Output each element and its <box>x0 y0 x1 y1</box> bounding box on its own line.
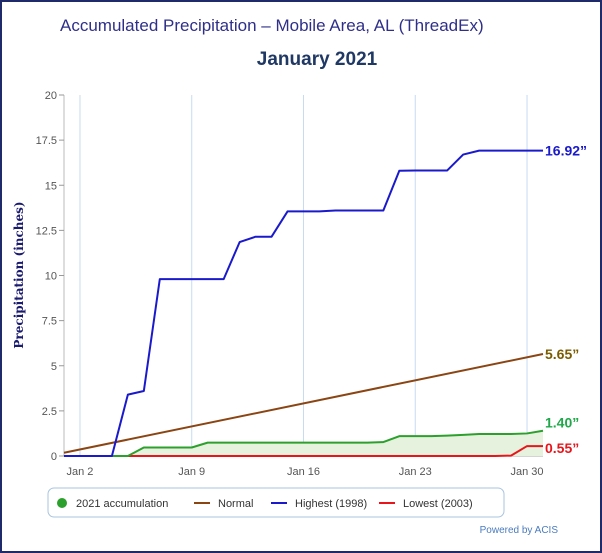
y-axis-ticks: 0 2.5 5 7.5 10 12.5 15 17.5 20 <box>36 90 64 463</box>
x-tick-label: Jan 23 <box>399 466 432 478</box>
series-line-highest-1998 <box>64 149 543 457</box>
y-tick-label: 20 <box>45 90 57 102</box>
legend-marker <box>57 498 67 508</box>
y-tick-label: 15 <box>45 180 57 192</box>
end-label-highest-1998: 16.92” <box>545 143 587 159</box>
chart-subtitle: January 2021 <box>257 49 378 70</box>
legend-label: Lowest (2003) <box>403 498 473 510</box>
series-line-normal <box>63 353 544 454</box>
series-line-lowest-2003 <box>64 445 543 457</box>
x-axis-ticks: Jan 2 Jan 9 Jan 16 Jan 23 Jan 30 <box>67 466 544 478</box>
y-tick-label: 10 <box>45 271 57 283</box>
legend-item-lowest-2003[interactable]: Lowest (2003) <box>379 498 473 510</box>
grid-lines <box>63 95 543 457</box>
y-tick-label: 2.5 <box>42 406 57 418</box>
chart-title: Accumulated Precipitation – Mobile Area,… <box>60 16 484 35</box>
legend-item-normal[interactable]: Normal <box>194 498 253 510</box>
legend-label: Highest (1998) <box>295 498 367 510</box>
series-lines <box>63 149 544 457</box>
legend-label: 2021 accumulation <box>76 498 168 510</box>
legend-item-highest-1998[interactable]: Highest (1998) <box>271 498 367 510</box>
x-tick-label: Jan 2 <box>67 466 94 478</box>
y-tick-label: 17.5 <box>36 135 57 147</box>
x-tick-label: Jan 9 <box>178 466 205 478</box>
end-label-normal: 5.65” <box>545 346 579 362</box>
credit-text[interactable]: Powered by ACIS <box>480 525 559 536</box>
end-label-lowest-2003: 0.55” <box>545 440 579 456</box>
y-axis-label: Precipitation (inches) <box>12 201 26 348</box>
y-tick-label: 7.5 <box>42 316 57 328</box>
end-labels: 1.40” 5.65” 16.92” 0.55” <box>545 143 587 456</box>
legend-item-2021-accumulation[interactable]: 2021 accumulation <box>57 498 168 510</box>
y-tick-label: 12.5 <box>36 225 57 237</box>
y-tick-label: 0 <box>51 451 57 463</box>
x-tick-label: Jan 30 <box>511 466 544 478</box>
legend: 2021 accumulation Normal Highest (1998) Low… <box>47 487 505 518</box>
legend-label: Normal <box>218 498 253 510</box>
end-label-2021-accumulation: 1.40” <box>545 415 579 431</box>
y-tick-label: 5 <box>51 361 57 373</box>
series-line-2021-accumulation <box>64 429 544 457</box>
x-tick-label: Jan 16 <box>287 466 320 478</box>
